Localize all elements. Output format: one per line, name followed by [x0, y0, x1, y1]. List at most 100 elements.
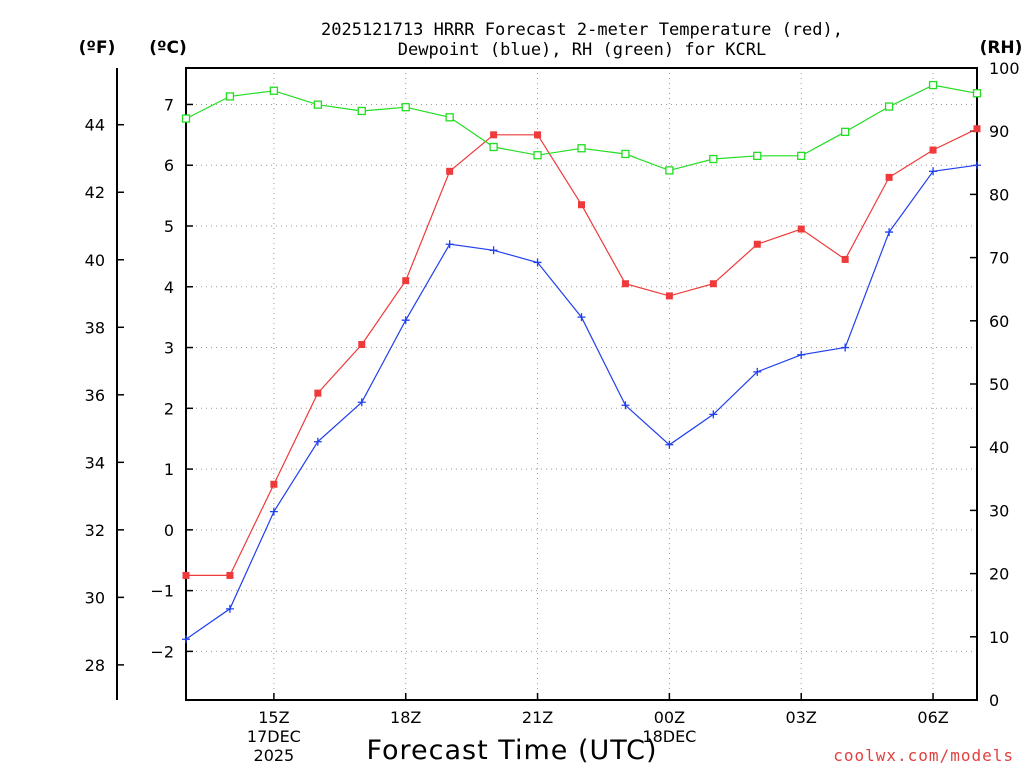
celsius-tick-label: 6: [164, 156, 174, 175]
rh-point: [489, 142, 498, 152]
dewpoint-point: [797, 350, 806, 359]
unit-celsius-label: (ºC): [149, 38, 187, 58]
temperature-point: [182, 571, 190, 579]
plot-frame: [185, 67, 978, 701]
dewpoint-point: [445, 240, 454, 249]
fahrenheit-tick-label: 40: [85, 251, 105, 270]
rh-point: [181, 114, 191, 123]
dewpoint-point: [313, 437, 322, 446]
x-tick-year: 2025: [254, 746, 295, 765]
dewpoint-point: [973, 161, 981, 170]
fahrenheit-tick-label: 28: [85, 656, 105, 675]
tick-labels: −2−1012345672830323436384042440102030405…: [85, 59, 1020, 765]
fahrenheit-tick-label: 38: [85, 318, 105, 337]
rh-point: [225, 92, 235, 101]
rh-tick-label: 0: [989, 691, 999, 710]
temperature-point: [358, 341, 366, 348]
temperature-point: [841, 255, 849, 263]
axes: [116, 67, 978, 701]
celsius-tick-label: 2: [164, 399, 174, 418]
dewpoint-point: [225, 604, 234, 613]
rh-point: [577, 144, 586, 153]
rh-tick-label: 100: [989, 59, 1020, 78]
dewpoint-point: [709, 410, 718, 419]
dewpoint-point: [533, 258, 542, 267]
temperature-point: [709, 280, 717, 288]
celsius-tick-label: 4: [164, 278, 174, 297]
rh-point: [533, 151, 542, 160]
rh-tick-label: 20: [989, 565, 1009, 584]
series-temperature: [182, 125, 981, 579]
rh-tick-label: 30: [989, 501, 1009, 520]
fahrenheit-tick-label: 44: [85, 116, 105, 135]
dewpoint-point: [885, 228, 894, 237]
dewpoint-point: [753, 367, 762, 376]
celsius-tick-label: 1: [164, 460, 174, 479]
rh-point: [753, 151, 762, 160]
x-axis-title: Forecast Time (UTC): [366, 735, 657, 766]
x-tick-label: 21Z: [522, 708, 553, 727]
rh-tick-label: 60: [989, 312, 1009, 331]
dewpoint-point: [577, 313, 586, 322]
x-tick-date: 17DEC: [247, 727, 301, 746]
rh-point: [621, 149, 630, 159]
series-rh: [181, 80, 982, 175]
x-tick-label: 03Z: [786, 708, 817, 727]
unit-fahrenheit-label: (ºF): [79, 38, 116, 58]
rh-point: [841, 127, 850, 136]
temperature-point: [885, 173, 893, 181]
rh-tick-label: 70: [989, 249, 1009, 268]
rh-tick-label: 80: [989, 185, 1009, 204]
series-layer: [181, 80, 982, 644]
fahrenheit-tick-label: 36: [85, 386, 105, 405]
rh-line: [185, 84, 978, 172]
chart-title: 2025121713 HRRR Forecast 2-meter Tempera…: [321, 20, 843, 40]
celsius-tick-label: 3: [164, 339, 174, 358]
dewpoint-point: [665, 440, 674, 449]
dewpoint-point: [841, 343, 850, 352]
rh-tick-label: 10: [989, 628, 1009, 647]
dewpoint-point: [357, 398, 366, 407]
celsius-tick-label: −2: [150, 642, 174, 661]
dewpoint-line: [185, 164, 978, 640]
x-tick-label: 18Z: [390, 708, 421, 727]
rh-point: [797, 151, 806, 160]
temperature-point: [314, 389, 322, 397]
temperature-point: [753, 240, 761, 248]
temperature-point: [226, 571, 234, 579]
dewpoint-point: [621, 401, 630, 410]
temperature-point: [929, 146, 937, 154]
celsius-tick-label: 0: [164, 521, 174, 540]
unit-rh-label: (RH): [980, 38, 1023, 58]
x-tick-label: 00Z: [654, 708, 685, 727]
x-tick-label: 06Z: [917, 708, 948, 727]
temperature-point: [665, 292, 673, 300]
temperature-point: [534, 131, 542, 139]
celsius-tick-label: −1: [150, 582, 174, 601]
rh-point: [972, 89, 982, 98]
temperature-point: [270, 480, 278, 488]
grid-lines: [186, 68, 977, 700]
temperature-point: [446, 167, 454, 175]
temperature-point: [402, 277, 410, 285]
fahrenheit-tick-label: 42: [85, 183, 105, 202]
x-tick-label: 15Z: [258, 708, 289, 727]
temperature-point: [578, 201, 585, 209]
x-tick-date: 18DEC: [642, 727, 696, 746]
temperature-point: [621, 280, 629, 288]
fahrenheit-tick-label: 34: [85, 453, 105, 472]
dewpoint-point: [489, 246, 498, 255]
fahrenheit-tick-label: 30: [85, 588, 105, 607]
temperature-point: [973, 125, 981, 133]
rh-point: [445, 113, 454, 122]
celsius-tick-label: 7: [164, 95, 174, 114]
dewpoint-point: [929, 167, 938, 176]
rh-point: [357, 106, 366, 116]
temperature-point: [490, 131, 498, 139]
rh-point: [665, 166, 674, 175]
dewpoint-point: [182, 635, 190, 644]
rh-point: [401, 103, 410, 112]
celsius-tick-label: 5: [164, 217, 174, 236]
rh-point: [928, 80, 938, 90]
chart-title-line2: Dewpoint (blue), RH (green) for KCRL: [398, 40, 766, 60]
